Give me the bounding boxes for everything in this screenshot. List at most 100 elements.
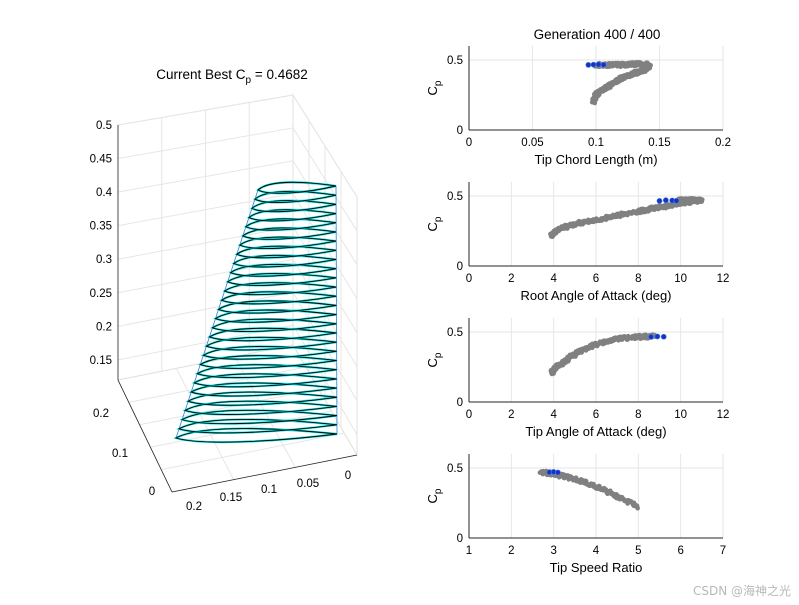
- x-tick-label: 4: [550, 409, 557, 421]
- tip-aoa-scatter: 0 2 4 6 8 10 12 0 0.5 Tip Angle of Attack (deg) Cp: [425, 318, 729, 439]
- leading-edge: [175, 189, 259, 439]
- x-tick-label: 0.2: [186, 501, 202, 513]
- x-axis-label: Tip Speed Ratio: [550, 560, 643, 575]
- y-axis-label: Cp: [425, 352, 444, 367]
- y-tick-label: 0.5: [447, 191, 463, 203]
- blade-airfoil-sections: [173, 181, 338, 444]
- x-tick-label: 0.1: [261, 484, 277, 496]
- x-tick-label: 0.05: [297, 478, 319, 490]
- y-tick-label: 0: [457, 261, 463, 273]
- y-tick-label: 0: [457, 533, 463, 545]
- z-tick-label: 0.45: [90, 154, 112, 166]
- x-tick-label: 0.1: [588, 137, 604, 149]
- airfoil-section: [177, 418, 338, 434]
- y-axis-label: Cp: [425, 80, 444, 95]
- x-tick-label: 0.2: [715, 137, 731, 149]
- airfoil-section: [205, 336, 337, 351]
- trailing-edge: [335, 185, 338, 435]
- y-tick-label: 0: [149, 486, 155, 498]
- z-grid-line: [117, 94, 358, 198]
- x-tick-label: 0: [466, 409, 472, 421]
- airfoil-section: [214, 309, 337, 323]
- best-point: [595, 61, 602, 68]
- z-grid-line: [117, 160, 358, 266]
- x-tick-label: 10: [674, 273, 687, 285]
- y-axis-label: Cp: [425, 216, 444, 231]
- x-tick-label: 0.15: [648, 137, 670, 149]
- left-plot-title: Current Best Cp = 0.4682: [156, 67, 308, 86]
- x-tick-label: 2: [508, 545, 514, 557]
- airfoil-section: [208, 327, 337, 342]
- best-point: [656, 197, 663, 204]
- blade-3d-plot: Current Best Cp = 0.4682 0.5 0.45 0.4 0.35 0…: [90, 67, 358, 513]
- y-tick-label: 0: [457, 125, 463, 137]
- best-point: [662, 197, 669, 204]
- x-tick-label: 6: [677, 545, 683, 557]
- airfoil-section: [190, 382, 337, 397]
- best-point: [654, 333, 661, 340]
- blade-3d-ticks: 0.5 0.45 0.4 0.35 0.3 0.25 0.2 0.15 0.2 0.1 0 0.2 0.…: [90, 120, 358, 513]
- airfoil-section: [174, 428, 338, 443]
- airfoil-section: [196, 364, 337, 379]
- x-tick-label: 0: [466, 137, 472, 149]
- best-point: [660, 333, 667, 340]
- airfoil-section: [257, 181, 337, 194]
- floor-grid-line: [139, 388, 319, 426]
- best-point: [555, 469, 561, 476]
- x-tick-label: 6: [593, 409, 599, 421]
- x-axis-label: Root Angle of Attack (deg): [520, 288, 671, 303]
- x-axis-line: [171, 454, 358, 493]
- y-tick-label: 0.5: [447, 327, 463, 339]
- airfoil-section: [193, 373, 337, 388]
- x-tick-label: 3: [550, 545, 556, 557]
- y-tick-label: 0.5: [447, 55, 463, 67]
- x-axis-label: Tip Angle of Attack (deg): [525, 424, 666, 439]
- floor-grid-line: [161, 432, 345, 471]
- y-axis-label: Cp: [425, 488, 444, 503]
- x-tick-label: 6: [593, 273, 599, 285]
- x-tick-label: 2: [508, 273, 514, 285]
- airfoil-section: [202, 346, 337, 360]
- root-aoa-scatter: 0 2 4 6 8 10 12 0 0.5 Root Angle of Attack (deg) C…: [425, 182, 729, 303]
- airfoil-section: [211, 318, 337, 332]
- x-tick-label: 10: [674, 409, 687, 421]
- x-tick-label: 4: [593, 545, 600, 557]
- z-tick-label: 0.5: [96, 120, 112, 132]
- airfoil-section: [183, 400, 337, 415]
- best-point: [673, 197, 680, 204]
- x-tick-label: 7: [720, 545, 726, 557]
- x-axis-label: Tip Chord Length (m): [534, 152, 657, 167]
- best-point: [585, 62, 592, 68]
- y-tick-label: 0.2: [93, 408, 109, 420]
- z-tick-label: 0.25: [90, 288, 112, 300]
- x-tick-label: 0.15: [220, 492, 242, 504]
- airfoil-section: [217, 300, 337, 314]
- x-tick-label: 5: [635, 545, 641, 557]
- y-tick-label: 0: [457, 397, 463, 409]
- x-tick-label: 0: [466, 273, 472, 285]
- x-tick-label: 12: [717, 409, 730, 421]
- airfoil-section: [187, 391, 337, 406]
- x-tick-label: 1: [466, 545, 472, 557]
- y-axis-line: [117, 379, 173, 493]
- x-tick-label: 12: [717, 273, 730, 285]
- tip-chord-scatter: 0 0.05 0.1 0.15 0.2 0 0.5 Tip Chord Length (m) C…: [425, 46, 731, 167]
- x-tick-label: 0: [345, 470, 351, 482]
- watermark: CSDN @海神之光: [692, 584, 791, 598]
- airfoil-section: [199, 355, 337, 369]
- x-tick-label: 8: [635, 409, 641, 421]
- x-tick-label: 8: [635, 273, 641, 285]
- z-tick-label: 0.4: [96, 187, 113, 199]
- airfoil-section: [220, 291, 337, 305]
- airfoil-section: [180, 409, 337, 425]
- y-tick-label: 0.5: [447, 463, 463, 475]
- z-tick-label: 0.35: [90, 221, 112, 233]
- x-tick-label: 2: [508, 409, 514, 421]
- x-tick-label: 4: [550, 273, 557, 285]
- x-tick-label: 0.05: [521, 137, 543, 149]
- z-grid-line: [117, 258, 358, 367]
- best-point: [600, 61, 607, 68]
- airfoil-section: [223, 282, 337, 296]
- best-point: [590, 61, 597, 68]
